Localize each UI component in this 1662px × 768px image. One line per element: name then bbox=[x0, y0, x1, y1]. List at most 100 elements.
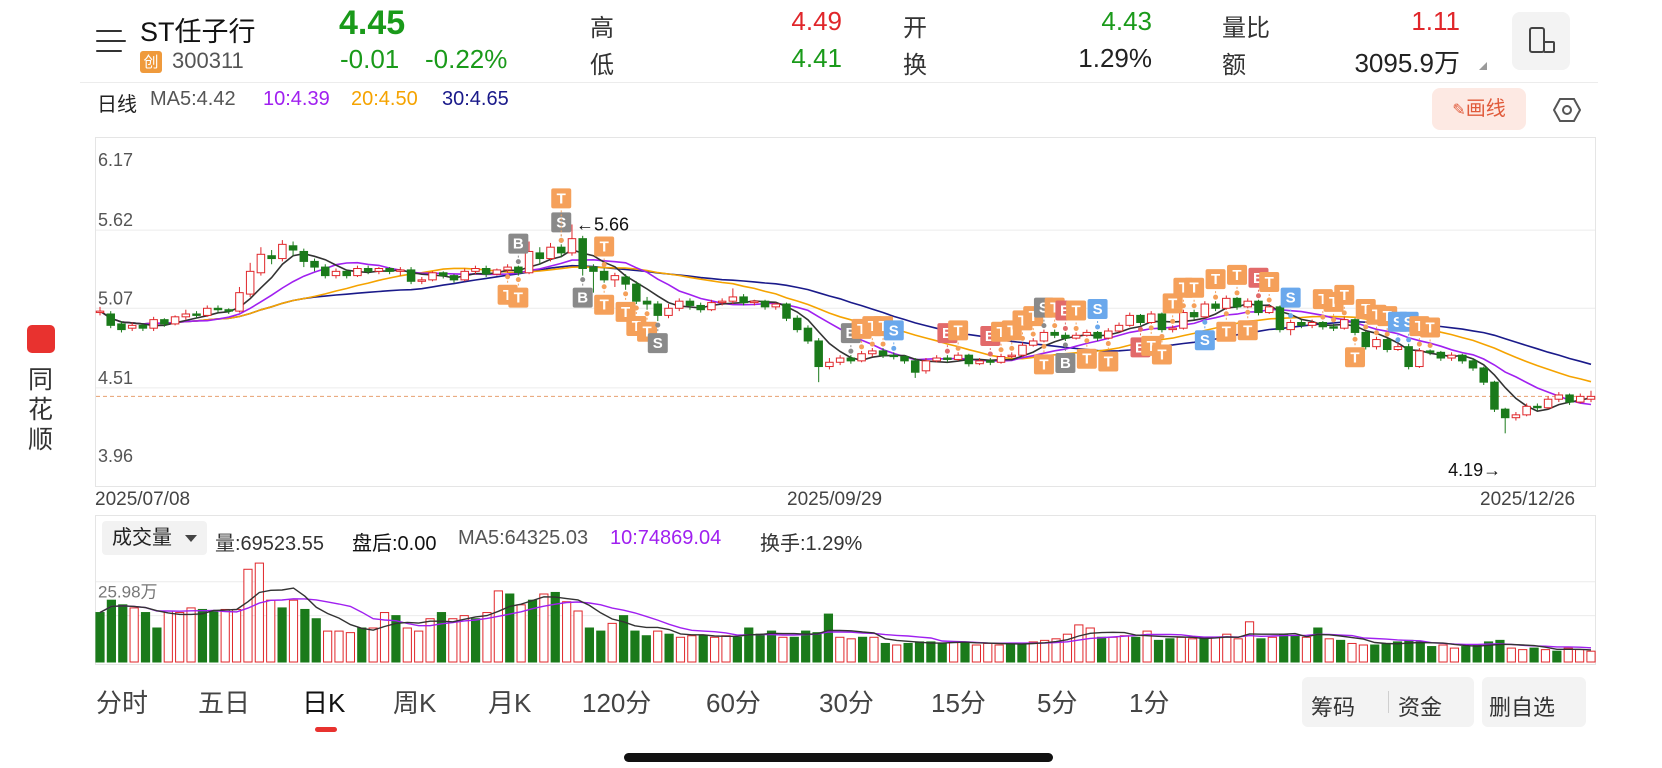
candle-body bbox=[857, 353, 866, 362]
volume-bar bbox=[880, 642, 890, 663]
tab-5min[interactable]: 5分 bbox=[1037, 688, 1078, 718]
funds-button[interactable]: 资金 bbox=[1398, 695, 1443, 720]
candle bbox=[1222, 295, 1231, 310]
volume-bar bbox=[1210, 636, 1221, 663]
signal-label: T bbox=[1211, 271, 1220, 288]
signal-marker-s: S bbox=[1087, 299, 1108, 330]
signal-label: T bbox=[1179, 280, 1188, 297]
candle-body bbox=[417, 279, 427, 282]
menu-icon[interactable] bbox=[96, 28, 126, 54]
candle bbox=[1350, 318, 1360, 336]
candle bbox=[1050, 329, 1059, 339]
signal-label: T bbox=[642, 324, 651, 341]
signal-marker-t: T bbox=[1033, 343, 1054, 375]
signal-dot bbox=[1105, 341, 1111, 347]
volume-bar bbox=[1222, 633, 1232, 663]
candle bbox=[1286, 319, 1295, 336]
draw-line-label: 画线 bbox=[1465, 98, 1506, 120]
candle-body bbox=[642, 300, 652, 305]
candle bbox=[996, 353, 1006, 364]
remove-watchlist-button[interactable] bbox=[1482, 677, 1586, 727]
candle bbox=[235, 286, 244, 313]
tab-weekly-k[interactable]: 周K bbox=[393, 688, 437, 718]
signal-dot bbox=[558, 237, 564, 243]
signal-dot bbox=[1395, 337, 1401, 343]
volume-bar bbox=[516, 604, 526, 663]
chinext-badge: 创 bbox=[140, 51, 162, 73]
candle-body bbox=[160, 319, 169, 325]
candle-body bbox=[986, 360, 995, 363]
signal-dot bbox=[1137, 326, 1143, 332]
tab-daily-k[interactable]: 日K bbox=[302, 688, 346, 718]
candle bbox=[1554, 392, 1564, 403]
landscape-toggle-button[interactable] bbox=[1512, 12, 1570, 70]
candle bbox=[460, 268, 469, 282]
tab-30min[interactable]: 30分 bbox=[819, 688, 874, 718]
candle bbox=[1136, 313, 1145, 326]
candle bbox=[750, 299, 759, 306]
candle bbox=[1447, 352, 1456, 361]
candle bbox=[1468, 358, 1478, 371]
tab-15min[interactable]: 15分 bbox=[931, 688, 986, 718]
candle-body bbox=[203, 307, 212, 316]
signal-dot bbox=[1363, 324, 1369, 330]
volume-bar bbox=[744, 627, 754, 663]
signal-marker-t: T bbox=[594, 236, 615, 268]
tab-60min[interactable]: 60分 bbox=[706, 688, 761, 718]
volume-bar bbox=[220, 608, 230, 663]
candle bbox=[396, 267, 405, 276]
signal-dot bbox=[655, 322, 661, 328]
candle-body bbox=[192, 313, 201, 316]
signal-label: T bbox=[1039, 356, 1048, 373]
candle-body bbox=[1264, 306, 1274, 314]
signal-dot bbox=[1030, 331, 1036, 337]
candle bbox=[707, 299, 716, 312]
candle bbox=[1500, 407, 1510, 434]
volume-bar bbox=[1392, 641, 1403, 663]
settings-icon[interactable] bbox=[1552, 97, 1582, 123]
candle bbox=[1179, 309, 1188, 330]
candle bbox=[492, 268, 502, 276]
candle-body bbox=[1522, 405, 1531, 416]
signal-marker-t: T bbox=[1345, 336, 1366, 368]
date-label-end: 2025/12/26 bbox=[1480, 489, 1576, 510]
candle bbox=[1028, 338, 1038, 347]
signal-dot bbox=[891, 345, 897, 351]
candle-body bbox=[1415, 350, 1424, 368]
candle bbox=[203, 305, 212, 317]
volume-bar bbox=[1142, 630, 1152, 663]
signal-dot bbox=[859, 344, 865, 350]
signal-dot bbox=[1245, 309, 1251, 315]
volume-bar bbox=[1108, 636, 1118, 663]
signal-label: S bbox=[1404, 314, 1414, 331]
signal-dot bbox=[601, 284, 607, 290]
indicator-select[interactable]: 成交量 bbox=[102, 521, 207, 555]
tab-five-day[interactable]: 五日 bbox=[198, 688, 251, 718]
draw-line-button[interactable]: ✎画线 bbox=[1432, 88, 1526, 130]
tab-intraday[interactable]: 分时 bbox=[96, 688, 149, 718]
volume-bar bbox=[550, 591, 560, 663]
candle-body bbox=[428, 272, 437, 281]
chips-button[interactable]: 筹码 bbox=[1311, 695, 1356, 720]
candle-body bbox=[975, 360, 984, 365]
candle-body bbox=[750, 300, 759, 304]
y-tick-label: 3.96 bbox=[98, 446, 133, 466]
signal-label: T bbox=[1415, 318, 1424, 335]
volume-bar bbox=[243, 568, 253, 663]
after-hours-volume: 盘后:0.00 bbox=[352, 533, 437, 555]
quote-label-volume-ratio: 量比 bbox=[1222, 15, 1270, 42]
volume-bar bbox=[1529, 647, 1539, 663]
tab-120min[interactable]: 120分 bbox=[582, 688, 652, 718]
candle-body bbox=[1189, 312, 1199, 318]
tab-monthly-k[interactable]: 月K bbox=[488, 688, 532, 718]
candle bbox=[857, 350, 866, 363]
quote-value-turnover: 1.29% bbox=[1078, 43, 1152, 73]
volume-bar bbox=[1051, 638, 1061, 663]
candle-body bbox=[685, 300, 695, 306]
signal-dot bbox=[1170, 318, 1176, 324]
candle bbox=[278, 240, 287, 262]
expand-corner-icon[interactable] bbox=[1479, 62, 1487, 70]
tab-1min[interactable]: 1分 bbox=[1129, 688, 1170, 718]
